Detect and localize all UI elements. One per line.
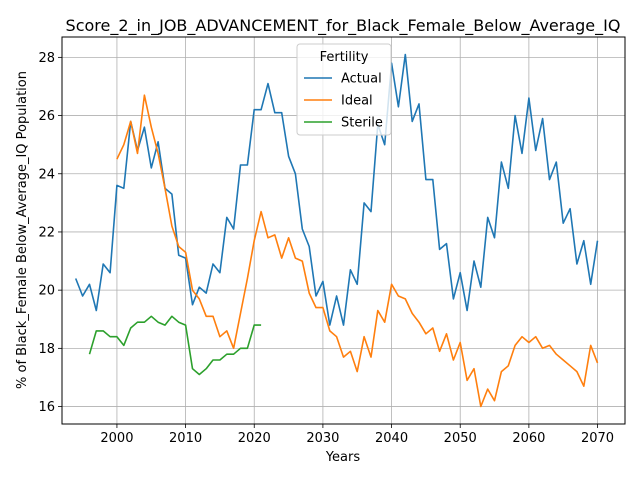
y-tick-label: 16 <box>38 400 55 415</box>
y-tick-label: 20 <box>38 284 55 299</box>
x-tick-label: 2020 <box>238 431 271 446</box>
legend-label-ideal: Ideal <box>341 94 373 109</box>
x-axis-label: Years <box>325 450 361 465</box>
legend: Fertility Actual Ideal Sterile <box>296 43 392 136</box>
x-tick-label: 2040 <box>375 431 408 446</box>
legend-entries: Actual Ideal Sterile <box>304 72 383 131</box>
legend-box <box>296 43 392 136</box>
plot-frame <box>61 36 626 425</box>
x-tick-label: 2030 <box>306 431 339 446</box>
legend-label-sterile: Sterile <box>341 116 383 131</box>
legend-label-actual: Actual <box>341 72 382 87</box>
x-axis-ticks: 2000 2010 2020 2030 2040 2050 2060 2070 <box>100 424 614 446</box>
y-tick-label: 26 <box>38 109 55 124</box>
x-tick-label: 2070 <box>581 431 614 446</box>
series-line-ideal <box>116 94 599 408</box>
x-tick-label: 2010 <box>169 431 202 446</box>
y-tick-label: 24 <box>38 167 55 182</box>
x-tick-label: 2000 <box>100 431 133 446</box>
y-axis-label: % of Black_Female Below_Average_IQ Popul… <box>15 71 30 389</box>
y-axis-ticks: 16 18 20 22 24 26 28 <box>38 51 62 415</box>
series-line-sterile <box>88 315 262 376</box>
y-tick-label: 22 <box>38 225 55 240</box>
y-tick-label: 28 <box>38 51 55 66</box>
x-tick-label: 2060 <box>512 431 545 446</box>
y-tick-label: 18 <box>38 342 55 357</box>
x-tick-label: 2050 <box>444 431 477 446</box>
legend-title: Fertility <box>320 50 369 65</box>
chart-title: Score_2_in_JOB_ADVANCEMENT_for_Black_Fem… <box>66 16 621 36</box>
series-lines <box>74 53 599 408</box>
